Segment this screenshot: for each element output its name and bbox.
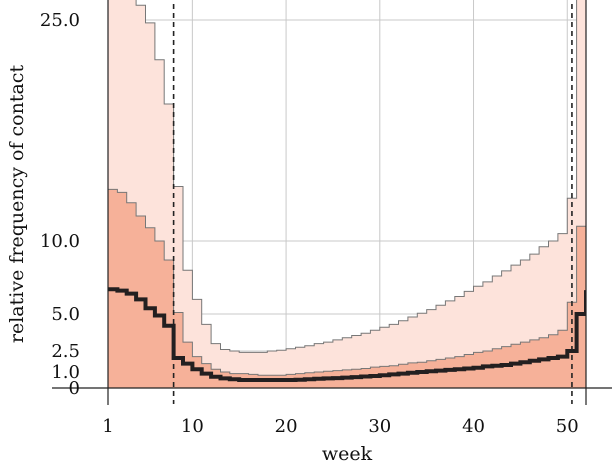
x-tick-label: 1 [102, 416, 113, 437]
y-tick-label: 25.0 [40, 10, 80, 31]
y-tick-label: 1.0 [51, 362, 80, 383]
median-line [108, 287, 586, 382]
x-tick-label: 20 [275, 416, 298, 437]
x-axis-title: week [322, 443, 373, 465]
inner-band-area [108, 189, 586, 388]
y-tick-label: 2.5 [51, 341, 80, 362]
axes [52, 0, 612, 405]
outer-band-edge [135, 0, 586, 353]
tick-labels: 1 10 20 30 40 50 01.02.5 5.0 10.0 25.0 [40, 10, 579, 437]
y-axis-title: relative frequency of contact [6, 65, 28, 344]
y-tick-label: 10.0 [40, 231, 80, 252]
median-line-group [108, 287, 586, 382]
uncertainty-bands [108, 0, 586, 388]
y-tick-label: 0 [69, 378, 80, 399]
x-tick-label: 10 [181, 416, 204, 437]
x-tick-label: 50 [556, 416, 579, 437]
inner-band-edge [108, 188, 586, 376]
x-tick-label: 40 [462, 416, 485, 437]
x-tick-label: 30 [368, 416, 391, 437]
y-tick-label: 5.0 [51, 304, 80, 325]
